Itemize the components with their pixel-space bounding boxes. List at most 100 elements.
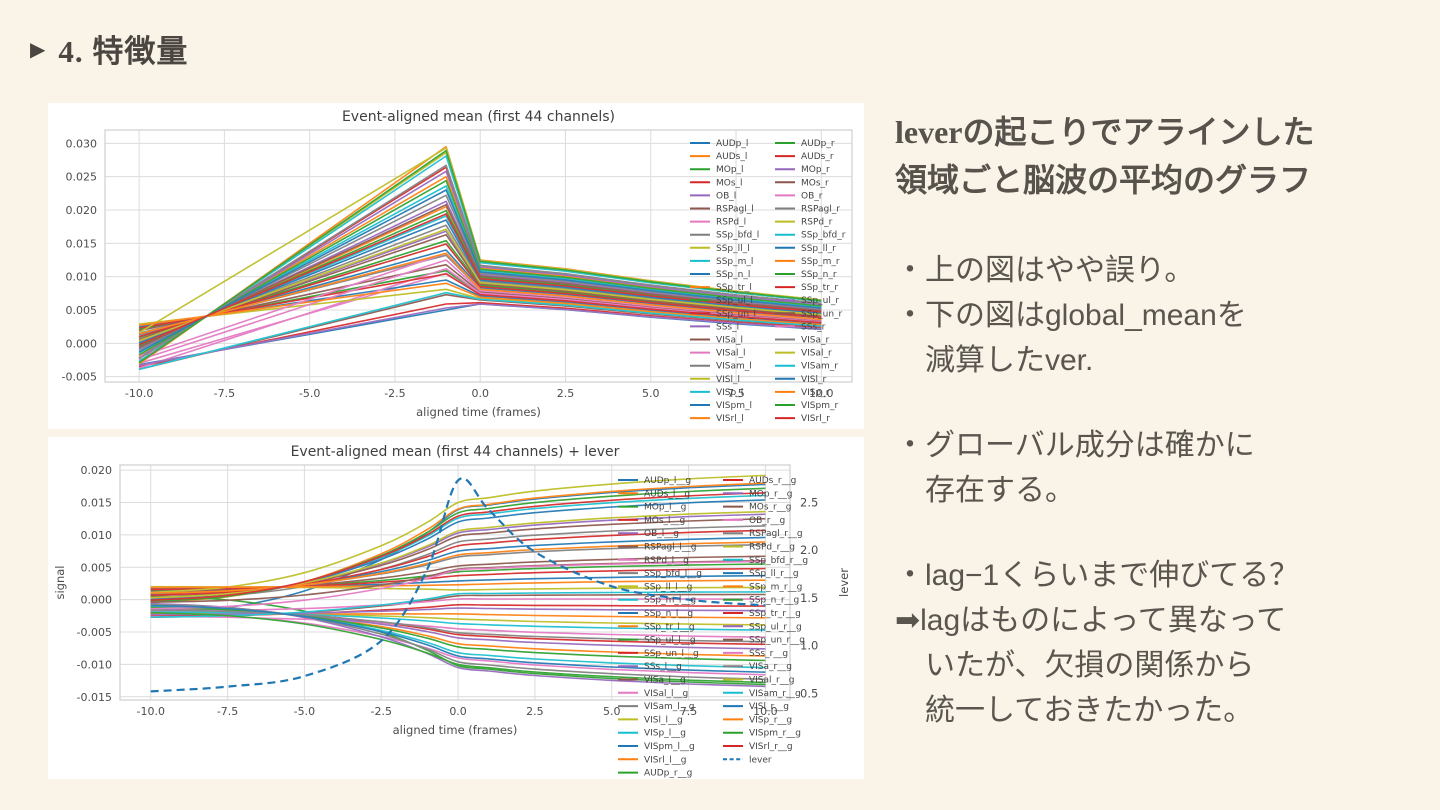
series-line [150, 474, 766, 594]
legend-label: SSp_m_l__g [644, 596, 696, 606]
legend-label: SSp_un_l__g [644, 649, 699, 659]
tick-label: 0.005 [66, 304, 98, 317]
legend-label: SSp_n_r__g [749, 596, 799, 606]
tick-label: 7.5 [680, 705, 698, 718]
legend-label: RSPd_l [716, 218, 746, 228]
tick-label: 0.0 [449, 705, 467, 718]
legend-label: SSp_ll_l__g [644, 582, 692, 592]
legend-label: RSPd_r__g [749, 543, 795, 553]
legend-label: VISp_l__g [644, 729, 686, 739]
tick-label: 5.0 [642, 387, 660, 400]
series-line [150, 598, 766, 613]
x-axis-label: aligned time (frames) [393, 723, 518, 737]
legend-label: MOp_r__g [749, 489, 792, 499]
legend-label: MOs_r [801, 178, 829, 188]
section-title: ▶ 4. 特徴量 [30, 26, 188, 71]
legend-label: VISpm_r__g [749, 729, 801, 739]
series-line [138, 189, 822, 353]
tick-label: 0.020 [81, 464, 113, 477]
legend-label: VISp_r [801, 388, 830, 398]
legend-label: SSp_ll_l [716, 244, 750, 254]
tick-label: 0.000 [81, 594, 113, 607]
legend-label: AUDp_l [716, 139, 748, 149]
series-line [138, 213, 822, 346]
legend-label: RSPd_l__g [644, 556, 689, 566]
note-line: ・lag−1くらいまで伸びてる？ [895, 559, 1300, 592]
legend-label: VISal_l__g [644, 689, 688, 699]
legend: AUDp_l AUDs_l MOp_l MOs_l OB_l RSPagl_l RSPd_l… [690, 139, 846, 424]
tick-label: -0.010 [77, 658, 112, 671]
legend-label: VISal_l [716, 349, 746, 359]
legend-label: VISpm_r [801, 401, 839, 411]
series-line [138, 282, 822, 327]
tick-label: 2.5 [557, 387, 575, 400]
legend-label: SSp_ul_l__g [644, 636, 696, 646]
chart-panel-top: -10.0 -7.5 -5.0 -2.5 0.0 2.5 5.0 7.5 10.0 0.030 0.… [48, 103, 864, 429]
legend-label: SSp_tr_l__g [644, 622, 695, 632]
legend-label: SSp_tr_r [801, 283, 838, 293]
note-heading-line: 領域ごと脳波の平均のグラフ [895, 162, 1312, 198]
legend-label: AUDs_r [801, 152, 834, 162]
series-line [150, 615, 766, 638]
legend-label: SSp_tr_r__g [749, 609, 801, 619]
event-aligned-mean-chart: -10.0 -7.5 -5.0 -2.5 0.0 2.5 5.0 7.5 10.0 0.030 0.… [62, 109, 853, 424]
legend-label: SSp_ll_r [801, 244, 836, 254]
tick-label: 0.015 [81, 497, 113, 510]
note-line: いたが、欠損の関係から [895, 649, 1255, 682]
lever-line [150, 477, 766, 693]
note-line: 存在する。 [895, 474, 1075, 507]
tick-label: 7.5 [727, 387, 745, 400]
legend-label: SSp_un_r__g [749, 636, 805, 646]
legend-label: SSs_r [801, 322, 826, 332]
legend-label: AUDp_r__g [644, 769, 692, 779]
legend-label: SSs_l [716, 322, 739, 332]
note-line: ・上の図はやや誤り。 [895, 254, 1195, 287]
tick-label: 10.0 [809, 387, 834, 400]
legend-label: OB_l [716, 191, 736, 201]
legend-label: AUDp_l__g [644, 476, 691, 486]
legend-label: MOp_l__g [644, 503, 686, 513]
legend-label: MOs_l [716, 178, 743, 188]
series-line [138, 233, 822, 341]
tick-label: -0.005 [62, 371, 97, 384]
tick-label: -0.015 [77, 691, 112, 704]
note-line: ➡lagはものによって異なって [895, 604, 1287, 637]
legend-label: lever [749, 755, 772, 765]
tick-label: -5.0 [299, 387, 320, 400]
tick-label: -5.0 [294, 705, 315, 718]
tick-label: 5.0 [603, 705, 621, 718]
legend-label: SSp_ll_r__g [749, 569, 799, 579]
tick-label: 10.0 [753, 705, 778, 718]
series-line [138, 273, 822, 329]
legend-label: VISrl_r [801, 414, 830, 424]
tick-label: 0.030 [66, 137, 98, 150]
legend-label: VISa_l__g [644, 676, 686, 686]
legend-label: VISa_l [716, 336, 743, 346]
legend-label: SSp_m_l [716, 257, 753, 267]
tick-label: 2.0 [800, 543, 818, 557]
legend-label: AUDs_r__g [749, 476, 796, 486]
legend-label: SSp_ul_r__g [749, 622, 802, 632]
note-line: ・下の図はglobal_meanを [895, 299, 1247, 332]
chart-title: Event-aligned mean (first 44 channels) [342, 109, 615, 125]
tick-label: 2.5 [800, 495, 818, 509]
legend-label: VISpm_l__g [644, 742, 695, 752]
legend-label: SSp_n_r [801, 270, 837, 280]
tick-label: 1.0 [800, 639, 818, 653]
legend-label: VISp_r__g [749, 715, 792, 725]
tick-label: 0.015 [66, 237, 98, 250]
tick-label: 0.0 [471, 387, 489, 400]
series-line [150, 604, 766, 673]
legend-label: SSp_bfd_r [801, 231, 846, 241]
tick-label: 1.5 [800, 591, 818, 605]
legend-label: VISp_l [716, 388, 743, 398]
series-line [138, 164, 822, 360]
tick-label: 0.000 [66, 337, 98, 350]
legend-label: VISam_r__g [749, 689, 801, 699]
series-line [138, 303, 822, 367]
series-lines [150, 474, 766, 688]
section-marker-icon: ▶ [30, 39, 47, 61]
y2-axis-label: lever [837, 568, 851, 597]
tick-label: 2.5 [526, 705, 544, 718]
legend-label: SSs_r__g [749, 649, 788, 659]
